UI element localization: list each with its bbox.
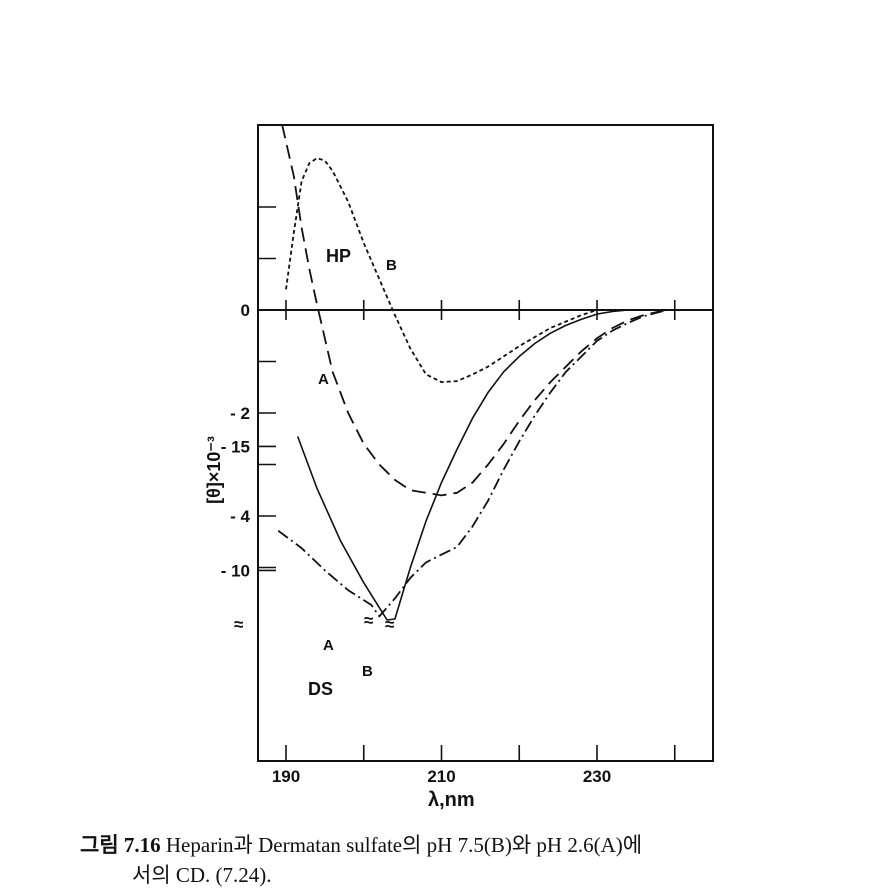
x-axis-title: λ,nm bbox=[428, 789, 475, 811]
y-axis-title: [θ]×10⁻³ bbox=[204, 436, 224, 504]
series-line-ds-b bbox=[296, 309, 629, 621]
axis-break-mark-ds-a: ≈ bbox=[364, 611, 373, 630]
figure-caption: 그림 7.16 Heparin과 Dermatan sulfate의 pH 7.… bbox=[80, 830, 880, 890]
curve-label-hp-b: B bbox=[386, 257, 397, 274]
curve-label-ds-b: B bbox=[362, 663, 373, 680]
y-tick-label: 0 bbox=[241, 301, 250, 320]
y-tick-label: - 10 bbox=[221, 561, 250, 580]
figure-number: 7.16 bbox=[123, 833, 161, 857]
y-tick-label: - 15 bbox=[221, 437, 250, 456]
caption-line-1: Heparin과 Dermatan sulfate의 pH 7.5(B)와 pH… bbox=[165, 833, 643, 857]
y-tick-label: - 2 bbox=[230, 404, 250, 423]
caption-line-2: 서의 CD. (7.24). bbox=[132, 863, 272, 887]
figure-label: 그림 bbox=[80, 833, 119, 857]
axis-break-mark-left: ≈ bbox=[234, 615, 243, 634]
y-tick-label: - 4 bbox=[230, 507, 250, 526]
curve-label-ds-a: A bbox=[323, 637, 334, 654]
x-tick-label: 190 bbox=[272, 767, 300, 786]
plot-frame bbox=[257, 124, 714, 762]
series-line-ds-a bbox=[277, 309, 668, 618]
panel-label-hp: HP bbox=[326, 246, 351, 266]
x-tick-label: 230 bbox=[583, 767, 611, 786]
panel-label-ds: DS bbox=[308, 679, 333, 699]
axis-break-mark-ds-b: ≈ bbox=[385, 615, 394, 634]
curve-label-hp-a: A bbox=[318, 371, 329, 388]
series-line-hp-a bbox=[281, 124, 668, 497]
x-tick-label: 210 bbox=[427, 767, 455, 786]
series-line-hp-b bbox=[285, 157, 598, 384]
